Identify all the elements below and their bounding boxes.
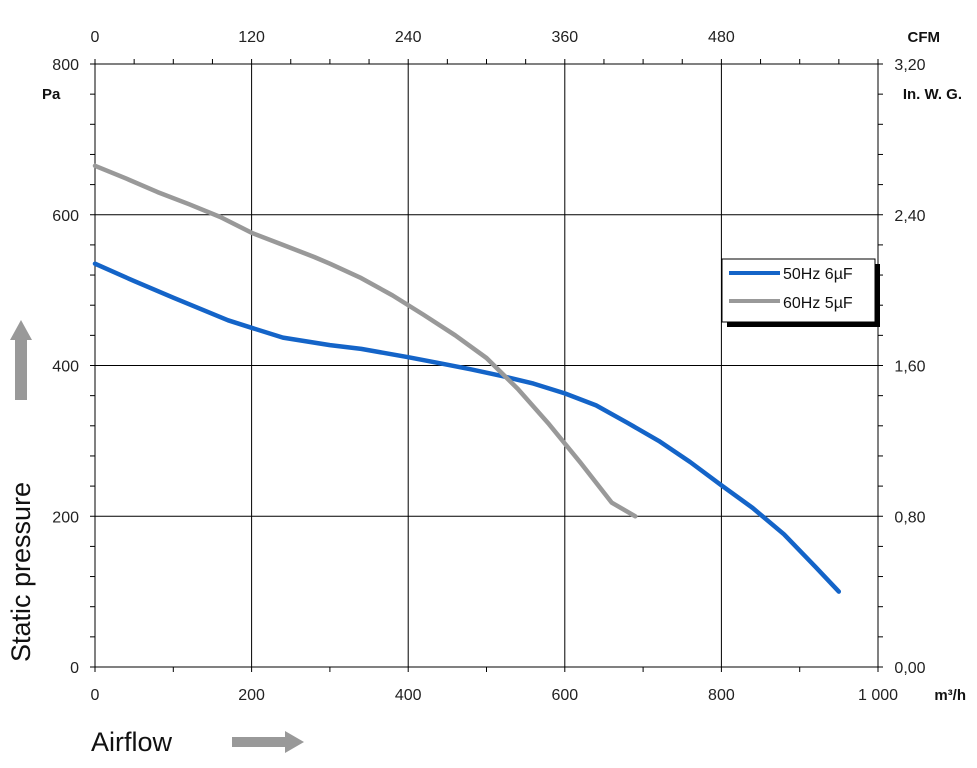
x-tick-label: 800 — [708, 687, 735, 704]
x-top-tick-label: 360 — [551, 29, 578, 46]
legend-label-60hz: 60Hz 5µF — [783, 295, 853, 312]
series-line-1 — [92, 163, 638, 519]
plot-frame — [90, 59, 883, 672]
left-axis-unit: Pa — [42, 86, 61, 103]
x-tick-label: 1 000 — [858, 687, 898, 704]
y-right-tick-label: 3,20 — [894, 57, 925, 74]
tick-labels: 0 200 400 600 800 0 200 400 600 800 1 000 0 120 240 36… — [52, 29, 925, 704]
x-tick-label: 200 — [238, 687, 265, 704]
y-right-tick-label: 0,80 — [894, 509, 925, 526]
bottom-axis-unit: m³/h — [934, 687, 966, 704]
grid — [94, 63, 879, 668]
y-tick-label: 200 — [52, 509, 79, 526]
right-axis-unit: In. W. G. — [903, 86, 962, 103]
x-top-tick-label: 0 — [91, 29, 100, 46]
x-top-tick-label: 240 — [395, 29, 422, 46]
y-tick-label: 600 — [52, 208, 79, 225]
y-tick-label: 400 — [52, 359, 79, 376]
series-lines — [92, 163, 842, 594]
up-arrow-icon — [10, 320, 32, 400]
y-axis-title: Static pressure — [6, 482, 36, 662]
right-arrow-icon — [232, 731, 304, 753]
y-tick-label: 0 — [70, 660, 79, 677]
x-tick-label: 600 — [551, 687, 578, 704]
y-right-tick-label: 2,40 — [894, 208, 925, 225]
x-axis-title: Airflow — [91, 727, 173, 757]
y-right-tick-label: 0,00 — [894, 660, 925, 677]
legend-box — [721, 258, 876, 323]
y-tick-label: 800 — [52, 57, 79, 74]
legend: 50Hz 6µF 60Hz 5µF — [721, 258, 876, 323]
legend-label-50hz: 50Hz 6µF — [783, 266, 853, 283]
x-top-tick-label: 120 — [238, 29, 265, 46]
x-tick-label: 0 — [91, 687, 100, 704]
top-axis-unit: CFM — [908, 29, 941, 46]
x-tick-label: 400 — [395, 687, 422, 704]
x-top-tick-label: 480 — [708, 29, 735, 46]
y-right-tick-label: 1,60 — [894, 359, 925, 376]
